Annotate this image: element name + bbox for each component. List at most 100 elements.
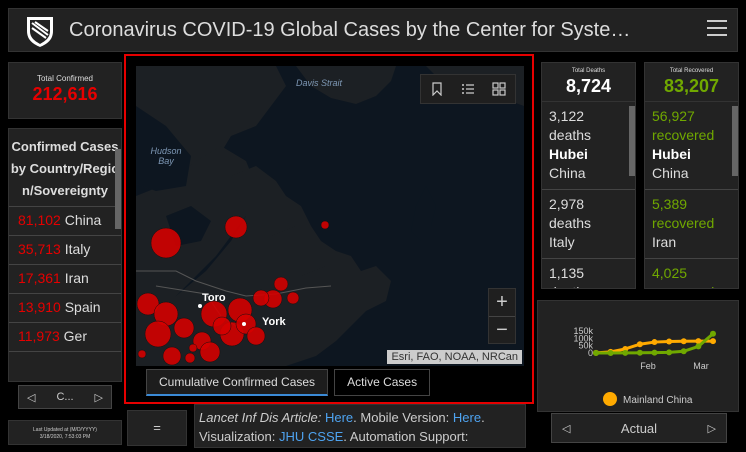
country-name: Ger <box>63 328 88 344</box>
last-updated-label: Last Updated at (M/D/YYYY) <box>33 427 97 433</box>
data-point[interactable] <box>666 349 673 356</box>
map-city-new-york: York <box>262 316 286 328</box>
data-point[interactable] <box>607 349 614 356</box>
case-bubble[interactable] <box>224 215 248 239</box>
map-view[interactable]: Davis Strait Hudson Bay Toro York <box>136 66 524 366</box>
country-list-item[interactable]: 11,973 Ger <box>9 323 121 352</box>
jhu-csse-link[interactable]: JHU CSSE <box>279 429 344 444</box>
country-list-item[interactable]: 17,361 Iran <box>9 265 121 294</box>
y-tick-label: 150k <box>573 326 593 336</box>
chevron-right-icon[interactable]: ▷ <box>707 422 716 435</box>
data-point[interactable] <box>651 349 658 356</box>
deaths-place: Hubei <box>549 146 588 162</box>
tab-cumulative-confirmed[interactable]: Cumulative Confirmed Cases <box>146 369 329 396</box>
map-attribution: Esri, FAO, NOAA, NRCan <box>387 350 522 364</box>
case-bubble[interactable] <box>188 343 198 353</box>
total-confirmed-panel: Total Confirmed 212,616 <box>8 62 122 119</box>
case-bubble[interactable] <box>246 326 266 346</box>
mobile-version-link[interactable]: Here <box>452 410 482 425</box>
deaths-list-item[interactable]: 3,122 deaths Hubei China <box>542 102 635 190</box>
recovered-country: China <box>652 165 689 181</box>
case-bubble[interactable] <box>320 220 330 230</box>
map-frame: Davis Strait Hudson Bay Toro York <box>124 54 534 404</box>
deaths-list-item[interactable]: 2,978 deaths Italy <box>542 190 635 259</box>
data-point[interactable] <box>680 338 687 345</box>
basemap-gallery-icon[interactable] <box>492 82 506 96</box>
case-bubble[interactable] <box>150 227 182 259</box>
data-point[interactable] <box>710 338 716 345</box>
map-label-davis-strait: Davis Strait <box>296 78 343 88</box>
country-name: Iran <box>64 270 89 286</box>
tab-active-cases[interactable]: Active Cases <box>334 369 431 396</box>
chevron-right-icon[interactable]: ▷ <box>94 391 103 404</box>
case-bubble[interactable] <box>173 317 195 339</box>
recovered-count: 4,025 <box>652 265 688 281</box>
case-bubble[interactable] <box>286 291 300 305</box>
case-bubble[interactable] <box>212 316 232 336</box>
map-toolbar <box>420 74 516 104</box>
recovered-count: 56,927 <box>652 108 695 124</box>
total-recovered-panel: Total Recovered 83,207 <box>644 62 739 102</box>
country-list-scrollbar[interactable] <box>115 129 121 381</box>
ticker-automation-text: . Automation Support: <box>343 429 469 444</box>
case-bubble[interactable] <box>273 276 289 292</box>
ticker-menu-button[interactable]: = <box>127 410 187 446</box>
recovered-unit: recovered <box>652 215 715 231</box>
total-deaths-value: 8,724 <box>565 76 612 96</box>
map-label-hudson-bay: Hudson Bay <box>150 146 182 166</box>
deaths-count: 1,135 <box>549 265 585 281</box>
city-marker <box>198 304 202 308</box>
data-point[interactable] <box>636 349 643 356</box>
case-bubble[interactable] <box>144 320 172 348</box>
y-tick-label: 50k <box>578 341 593 351</box>
data-point[interactable] <box>666 338 673 345</box>
chevron-left-icon[interactable]: ◁ <box>27 391 36 404</box>
deaths-country: China <box>549 165 586 181</box>
case-bubble[interactable] <box>199 341 221 363</box>
case-bubble[interactable] <box>252 289 270 307</box>
bookmark-icon[interactable] <box>430 82 444 96</box>
country-pager-label: C... <box>56 391 74 403</box>
deaths-count: 3,122 <box>549 108 585 124</box>
chevron-left-icon[interactable]: ◁ <box>562 422 571 435</box>
data-point[interactable] <box>710 330 716 337</box>
recovered-list-item[interactable]: 56,927 recovered Hubei China <box>645 102 738 190</box>
case-bubble[interactable] <box>137 349 147 359</box>
case-bubbles <box>136 215 330 366</box>
data-point[interactable] <box>622 349 629 356</box>
data-point[interactable] <box>651 339 658 346</box>
basemap <box>136 66 524 366</box>
data-point[interactable] <box>695 343 702 350</box>
x-tick-label: Feb <box>640 361 656 371</box>
deaths-list-item[interactable]: 1,135 deaths <box>542 259 635 288</box>
ticker-lancet-text: Lancet Inf Dis Article: <box>199 410 322 425</box>
recovered-place: Hubei <box>652 146 691 162</box>
data-point[interactable] <box>636 341 643 348</box>
data-point[interactable] <box>593 349 599 356</box>
zoom-out-button[interactable]: − <box>489 316 515 343</box>
legend-list-icon[interactable] <box>461 82 475 96</box>
map-tabs: Cumulative Confirmed Cases Active Cases <box>146 369 431 396</box>
zoom-in-button[interactable]: + <box>496 291 508 313</box>
case-bubble[interactable] <box>184 352 196 364</box>
lancet-article-link[interactable]: Here <box>324 410 354 425</box>
recovered-list-item[interactable]: 5,389 recovered Iran <box>645 190 738 259</box>
data-point[interactable] <box>680 348 687 355</box>
deaths-country: Italy <box>549 234 575 250</box>
country-list-item[interactable]: 13,910 Spain <box>9 294 121 323</box>
country-name: Italy <box>64 241 91 257</box>
total-confirmed-value: 212,616 <box>32 84 98 104</box>
hamburger-menu-icon[interactable] <box>707 20 727 38</box>
deaths-list[interactable]: 3,122 deaths Hubei China 2,978 deaths Ital… <box>541 101 636 289</box>
deaths-scrollbar[interactable] <box>629 102 635 288</box>
chart-pager-label: Actual <box>620 420 658 436</box>
confirmed-by-country-list[interactable]: Confirmed Cases by Country/Regio n/Sover… <box>8 128 122 382</box>
country-list-item[interactable]: 81,102 China <box>9 207 121 236</box>
country-list-item[interactable]: 35,713 Italy <box>9 236 121 265</box>
recovered-scrollbar[interactable] <box>732 102 738 288</box>
recovered-list-item[interactable]: 4,025 recovered Ital <box>645 259 738 288</box>
case-bubble[interactable] <box>162 346 182 366</box>
recovered-list[interactable]: 56,927 recovered Hubei China 5,389 recover… <box>644 101 739 289</box>
data-point[interactable] <box>695 338 702 345</box>
